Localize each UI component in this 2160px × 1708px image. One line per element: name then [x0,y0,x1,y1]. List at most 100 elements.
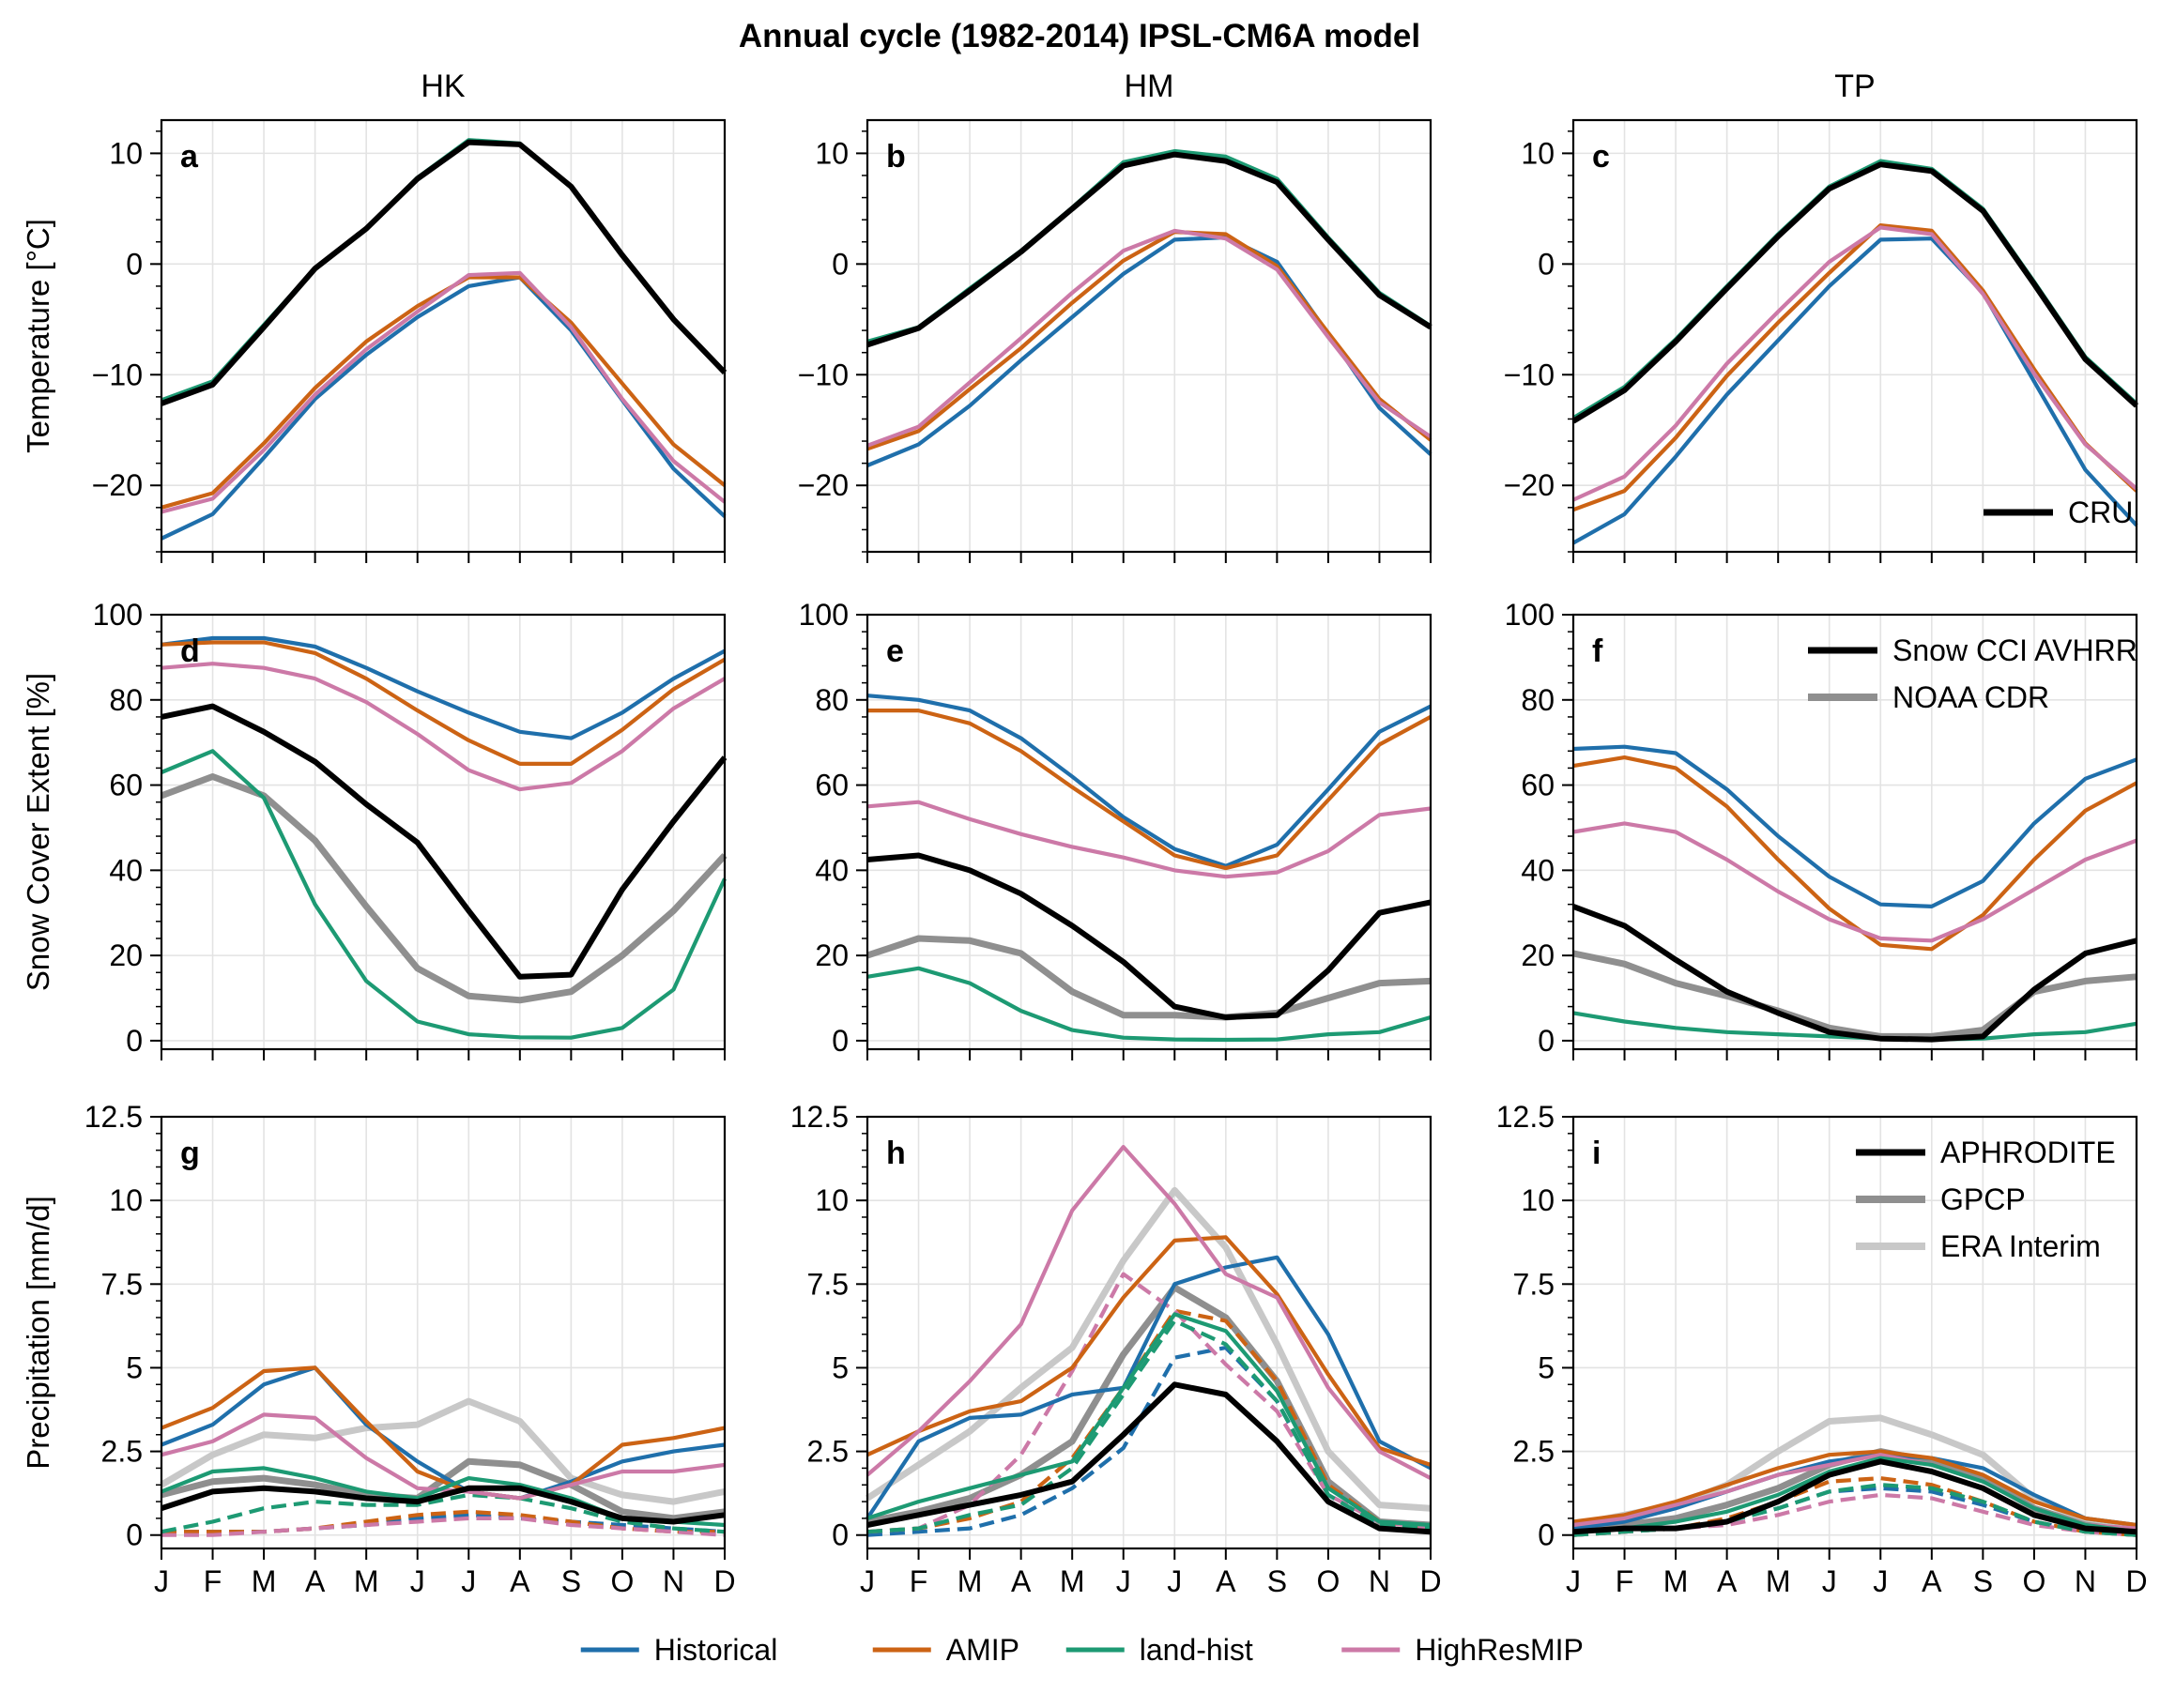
panel-a: −20 −10 0 10 a Temperature [°C] [21,118,728,563]
figure-title: Annual cycle (1982-2014) IPSL-CM6A model [739,18,1420,54]
series-line-amip [161,640,727,767]
series-line-highresmip [866,1144,1432,1480]
y-tick-label: 5 [832,1350,849,1384]
series-line-noaa-cdr [866,935,1432,1021]
panel-letter: b [886,139,906,175]
y-tick-label: −20 [798,468,849,502]
obs-legend-row-2: APHRODITE GPCP ERA Interim [1856,1136,2116,1263]
x-tick-label: J [410,1564,425,1598]
y-tick-label: −20 [92,468,143,502]
x-tick-label: J [1873,1564,1888,1598]
x-tick-label: M [354,1564,379,1598]
x-tick-label: A [305,1564,326,1598]
y-tick-label: 0 [832,247,849,281]
panel-letter: e [886,633,904,669]
obs-legend-row-0: CRU [1984,496,2133,529]
y-tick-label: 0 [1538,1518,1555,1552]
y-tick-label: 100 [93,598,143,632]
y-tick-label: 2.5 [807,1435,849,1469]
y-tick-label: 0 [1538,247,1555,281]
x-tick-label: F [204,1564,222,1598]
y-tick-label: 12.5 [1496,1100,1555,1134]
y-tick-label: 7.5 [101,1267,143,1301]
y-tick-label: 10 [815,136,849,170]
x-tick-label: A [1011,1564,1032,1598]
y-tick-label: 60 [109,769,143,802]
obs-legend-label: NOAA CDR [1892,680,2049,714]
series-line-snow-cci-avhrr [866,852,1432,1020]
column-title-tp: TP [1834,69,1875,104]
y-tick-label: 12.5 [790,1100,849,1134]
x-tick-label: S [1267,1564,1287,1598]
y-tick-label: 0 [126,247,143,281]
y-tick-label: 0 [1538,1024,1555,1058]
y-tick-label: 10 [109,136,143,170]
y-tick-label: 100 [799,598,849,632]
x-tick-label: J [1566,1564,1581,1598]
x-tick-label: A [1717,1564,1738,1598]
series-line-amip [866,230,1432,451]
series-line-aphrodite [1572,1458,2137,1535]
panel-d: 0 20 40 60 80 100 d Snow Cover Extent [%] [21,598,728,1060]
y-ticks-d: 0 20 40 60 80 100 [93,598,161,1058]
x-tick-label: D [2125,1564,2147,1598]
x-tick-label: M [1060,1564,1085,1598]
series-line-historical [866,1255,1432,1520]
series-line-highresmip [866,800,1432,879]
x-tick-label: D [713,1564,735,1598]
y-tick-label: 40 [1521,853,1555,887]
y-tick-label: 40 [109,853,143,887]
panel-c: −20 −10 0 10 c CRU [1504,118,2139,563]
series-line-highresmip [161,270,727,514]
axes-frame-i [1571,1115,2138,1550]
y-tick-label: 80 [1521,683,1555,717]
panel-g: J F M A M J J A S O N D02.557.51012.5gPrecipitation… [21,1100,736,1598]
series-lines-b [866,148,1432,467]
x-ticks-a [161,552,726,563]
obs-legend-row-1: Snow CCI AVHRR NOAA CDR [1808,633,2137,714]
y-axis-label: Temperature [°C] [21,219,55,453]
x-tick-label: M [1766,1564,1791,1598]
y-tick-label: −20 [1504,468,1555,502]
x-tick-label: N [2075,1564,2096,1598]
y-ticks-c: −20 −10 0 10 [1504,130,1573,553]
series-line-gpcp [866,1284,1432,1529]
series-line-amip [1572,755,2137,952]
x-tick-label: D [1419,1564,1441,1598]
x-tick-label: J [860,1564,875,1598]
series-lines-g [160,1365,726,1537]
axes-frame-a [160,118,727,554]
x-tick-label: J [1167,1564,1182,1598]
series-line-amip [866,1235,1432,1467]
series-lines-h [866,1144,1432,1537]
y-tick-label: 10 [815,1183,849,1217]
y-ticks-i: 0 2.5 5 7.5 10 12.5 [1496,1100,1573,1552]
series-lines-a [160,138,728,541]
x-tick-label: J [154,1564,169,1598]
series-line-land-hist [866,966,1432,1043]
obs-legend-label: GPCP [1940,1182,2026,1216]
series-line-aphrodite [161,1485,726,1525]
series-line-cru [866,151,1432,348]
y-tick-label: −10 [798,358,849,391]
axes-frame-g [160,1115,727,1550]
x-ticks-c [1572,552,2137,563]
y-tick-label: 5 [1538,1350,1555,1384]
series-line-snow-cci-avhrr [1571,904,2137,1043]
series-line-highresmip [866,228,1432,448]
panel-letter: h [886,1136,906,1171]
series-line-land-hist [161,749,727,1040]
y-tick-label: 100 [1505,598,1555,632]
series-lines-d [160,635,728,1040]
y-tick-label: 20 [815,938,849,972]
y-ticks-b: −20 −10 0 10 [798,130,867,553]
series-line-historical [161,635,726,740]
x-tick-label: N [663,1564,684,1598]
y-tick-label: 0 [832,1024,849,1058]
legend-label: AMIP [946,1633,1019,1667]
panel-letter: c [1592,139,1610,175]
x-ticks-d [161,1049,726,1060]
y-tick-label: 10 [1521,136,1555,170]
